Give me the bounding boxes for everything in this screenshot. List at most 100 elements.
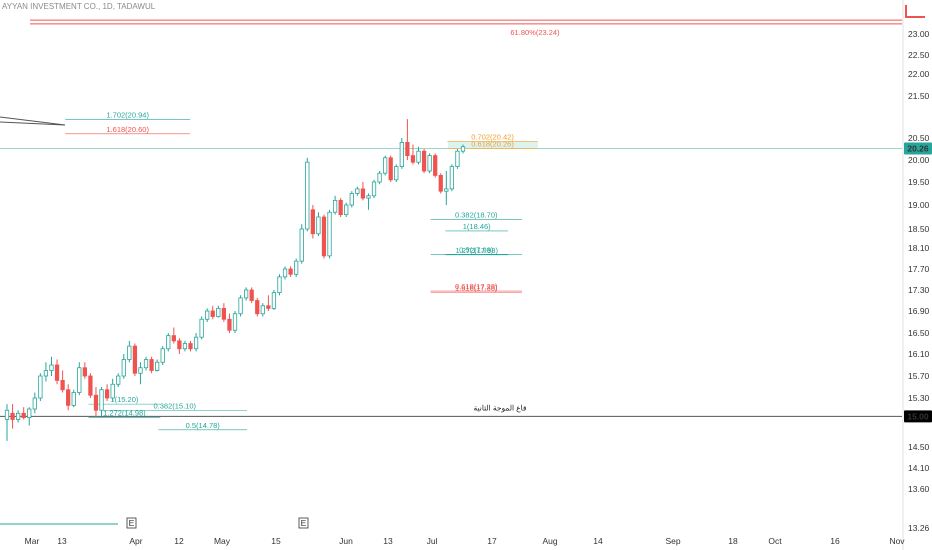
trendline (0, 121, 66, 126)
candle-body (427, 155, 432, 172)
candle-body (294, 260, 299, 275)
candle-body (221, 307, 227, 320)
price-badge-label: 15.00 (907, 411, 929, 421)
candle-body (193, 336, 199, 350)
candle-body (371, 181, 377, 197)
candle-body (394, 166, 399, 181)
candle-body (121, 359, 126, 377)
y-tick-label: 16.50 (908, 328, 930, 338)
candle-body (344, 204, 349, 215)
fib-level-label: 1.272(14.98) (103, 409, 146, 418)
candle-body (288, 268, 293, 275)
fib-level-label: 0.618(20.26) (471, 140, 514, 149)
wave-two-bottom-label: قاع الموجة الثانية (473, 403, 526, 412)
candle-body (255, 300, 260, 315)
candle-body (243, 289, 249, 299)
y-tick-label: 19.00 (908, 200, 930, 210)
x-tick-label: 17 (487, 536, 497, 546)
candle-body (205, 310, 210, 320)
candle-body (182, 343, 188, 350)
fib-level-label: 1.702(20.94) (106, 111, 149, 120)
candle-body (127, 345, 132, 360)
candle-body (316, 216, 321, 235)
candle-body (160, 348, 165, 363)
x-tick-label: 16 (830, 536, 840, 546)
candle-body (366, 195, 371, 199)
fib-level-label: 1.618(17.38) (455, 284, 498, 293)
y-tick-label: 20.50 (908, 133, 930, 143)
candle-body (271, 292, 277, 309)
candle-body (138, 367, 143, 374)
candle-body (199, 318, 204, 338)
y-tick-label: 22.50 (908, 50, 930, 60)
chart-title: AYYAN INVESTMENT CO., 1D, TADAWUL (2, 2, 156, 11)
candle-body (321, 216, 327, 257)
candle-body (32, 397, 37, 410)
x-tick-label: Sep (665, 536, 680, 546)
y-tick-label: 16.90 (908, 306, 930, 316)
fib-level-label: 1(18.46) (463, 222, 491, 231)
candle-body (10, 412, 15, 420)
candle-body (433, 155, 438, 176)
candle-body (299, 228, 304, 262)
candle-body (338, 199, 343, 215)
candle-body (166, 335, 171, 350)
candle-body (88, 375, 93, 396)
candle-body (116, 375, 121, 385)
candle-body (49, 364, 54, 371)
x-tick-label: 15 (271, 536, 281, 546)
y-tick-label: 21.50 (908, 91, 930, 101)
fib-618-label: 61.80%(23.24) (510, 28, 560, 37)
x-tick-label: 13 (57, 536, 67, 546)
bracket-marker (905, 5, 925, 18)
candle-body (21, 412, 26, 418)
candle-body (132, 345, 138, 374)
y-tick-label: 14.50 (908, 442, 930, 452)
x-tick-label: May (214, 536, 231, 546)
earnings-marker (298, 517, 309, 529)
candle-body (444, 188, 449, 192)
candle-body (210, 310, 215, 317)
candle-body (93, 394, 99, 411)
y-tick-label: 19.50 (908, 177, 930, 187)
candle-body (238, 297, 243, 315)
candle-body (349, 193, 354, 206)
candle-body (60, 379, 65, 391)
candle-body (82, 367, 87, 377)
candle-body (455, 150, 460, 167)
y-tick-label: 17.30 (908, 285, 930, 295)
y-tick-label: 20.00 (908, 155, 930, 165)
y-tick-label: 18.10 (908, 243, 930, 253)
candle-body (171, 335, 176, 342)
x-tick-label: Oct (768, 536, 782, 546)
candle-body (110, 383, 115, 399)
target-zone (448, 141, 538, 149)
candle-body (99, 389, 104, 411)
price-badge-label: 20.26 (907, 144, 929, 154)
x-tick-label: 13 (383, 536, 393, 546)
candle-body (266, 305, 271, 309)
fib-level-label: 0.618(17.28) (455, 282, 498, 291)
y-tick-label: 18.50 (908, 224, 930, 234)
candle-body (310, 209, 315, 235)
candle-body (38, 375, 43, 399)
fib-level-label: 0.382(18.70) (455, 210, 498, 219)
candle-body (216, 307, 221, 317)
candle-body (260, 305, 265, 315)
y-tick-label: 15.70 (908, 371, 930, 381)
candle-body (360, 188, 366, 199)
y-tick-label: 14.10 (908, 463, 930, 473)
y-tick-label: 17.70 (908, 264, 930, 274)
x-tick-label: Apr (129, 536, 142, 546)
candle-body (355, 188, 360, 194)
candle-body (399, 141, 404, 167)
y-tick-label: 23.00 (908, 29, 930, 39)
fib-level-label: 0.382(15.10) (153, 401, 196, 410)
candle-body (277, 276, 282, 294)
candle-body (149, 359, 154, 371)
earnings-marker-label: E (301, 518, 307, 528)
candle-body (77, 367, 82, 393)
candle-body (27, 408, 32, 418)
y-tick-label: 15.30 (908, 393, 930, 403)
